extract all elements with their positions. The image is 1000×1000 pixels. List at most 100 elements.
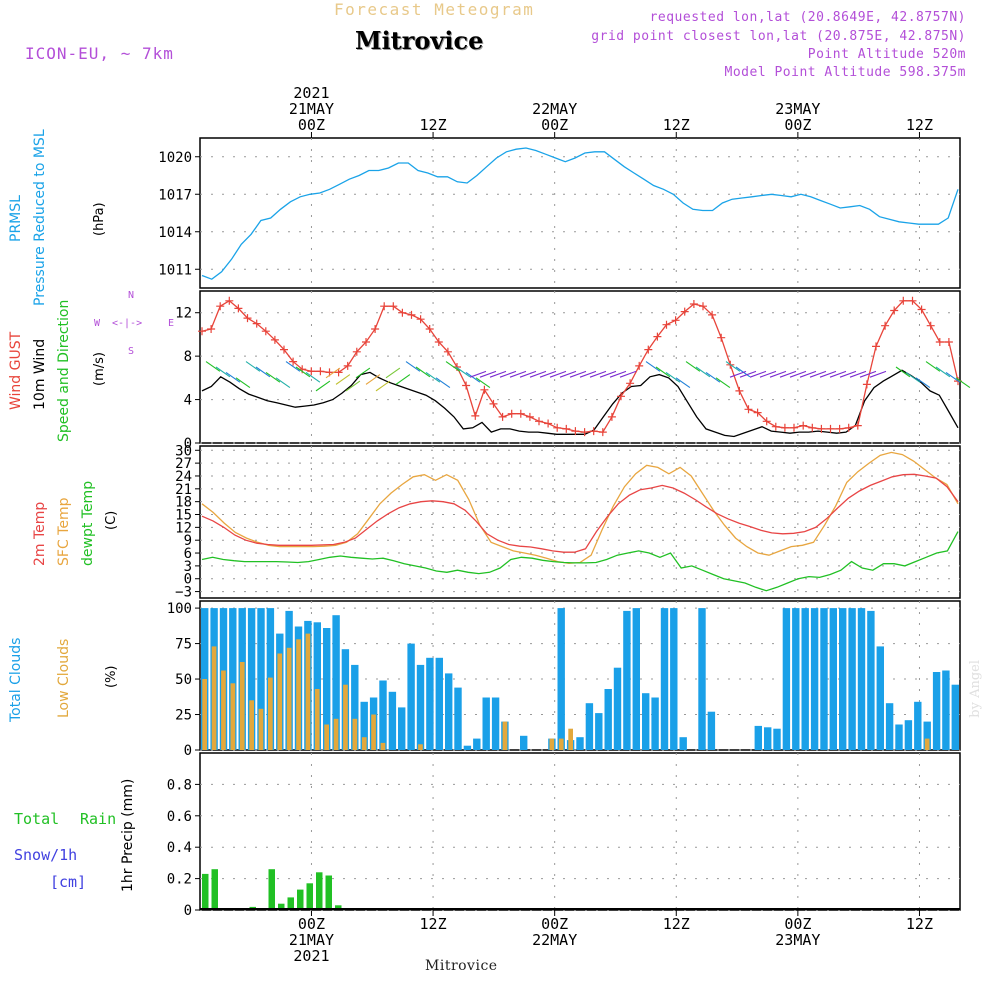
wind-direction-arrow (549, 370, 567, 378)
cloud-low-bar (258, 708, 264, 750)
xtick-label-bottom: 00Z (298, 915, 325, 933)
cloud-total-bar (398, 707, 406, 750)
ytick-label-temperature: 21 (175, 482, 192, 498)
wind-direction-arrow (869, 370, 887, 378)
wind-gust-marker (790, 423, 798, 432)
cloud-low-bar (286, 647, 292, 750)
cloud-total-bar (885, 703, 894, 750)
cloud-total-bar (388, 691, 397, 750)
label-snow-unit: [cm] (50, 873, 87, 891)
cloud-total-bar (313, 622, 321, 750)
cloud-total-bar (773, 728, 781, 750)
cloud-total-bar (379, 680, 387, 750)
wind-gust-marker (753, 408, 762, 417)
cloud-low-bar (418, 744, 423, 750)
wind-direction-arrow (245, 361, 261, 372)
wind-gust-marker (644, 345, 653, 354)
label-total-rain-2: Rain (80, 810, 117, 828)
cloud-total-bar (698, 608, 706, 750)
wind-gust-marker (844, 423, 853, 432)
wind-direction-arrow (215, 366, 231, 378)
wind-direction-arrow (275, 377, 291, 389)
wind-direction-arrow (819, 370, 837, 378)
cloud-low-bar (249, 700, 254, 750)
series-pressure (201, 147, 959, 280)
wind-gust-marker (708, 310, 717, 319)
wind-direction-arrow (579, 370, 597, 378)
wind-direction-arrow (315, 380, 331, 392)
xtick-label-bottom: 12Z (663, 915, 690, 933)
wind-gust-marker (252, 319, 261, 328)
wind-direction-arrow (415, 366, 431, 378)
wind-direction-arrow (915, 377, 931, 389)
wind-gust-marker (580, 428, 589, 437)
xtick-label-top: 12Z (663, 116, 690, 134)
series-sfc-temp (201, 451, 959, 564)
xtick-label-bottom: 12Z (420, 915, 447, 933)
ytick-label-precip: 0.2 (167, 872, 192, 888)
xtick-label-bottom: 12Z (906, 915, 933, 933)
wind-gust-marker (270, 335, 279, 344)
wind-gust-marker (653, 332, 662, 341)
wind-direction-arrow (799, 370, 817, 378)
cloud-total-bar (482, 697, 490, 750)
wind-gust-marker (280, 345, 288, 354)
cloud-total-bar (491, 697, 500, 750)
cloud-low-bar (502, 721, 508, 750)
rain-bar (202, 873, 209, 910)
wind-direction-arrow (465, 371, 481, 383)
ytick-label-temperature: 15 (175, 508, 192, 524)
wind-direction-arrow (859, 370, 877, 378)
compass-n: N (128, 290, 135, 301)
wind-direction-arrow (675, 377, 691, 389)
cloud-total-bar (867, 610, 875, 750)
wind-direction-arrow (265, 371, 281, 383)
wind-direction-arrow (395, 374, 411, 385)
wind-gust-marker (808, 423, 817, 432)
cloud-total-bar (473, 738, 481, 750)
wind-direction-arrow (435, 377, 451, 389)
cloud-total-bar (445, 673, 453, 750)
rain-bar (335, 905, 342, 910)
wind-direction-arrow (375, 380, 391, 392)
cloud-total-bar (323, 628, 331, 750)
wind-direction-arrow (365, 374, 381, 385)
rain-bar (297, 889, 304, 910)
cloud-low-bar (230, 683, 236, 750)
xtick-label-top: 2021 (293, 84, 329, 102)
ytick-label-temperature: 30 (175, 443, 192, 459)
wind-gust-marker (289, 357, 298, 366)
ytick-label-clouds: 100 (167, 601, 192, 617)
xtick-label-bottom: 23MAY (775, 931, 820, 949)
wind-direction-arrow (925, 361, 941, 372)
wind-direction-arrow (589, 370, 607, 378)
wind-gust-marker (207, 325, 216, 333)
cloud-total-bar (520, 735, 528, 750)
wind-direction-arrow (809, 370, 827, 378)
ytick-label-clouds: 0 (184, 743, 192, 759)
wind-direction-arrow (619, 370, 637, 378)
wind-gust-marker (316, 367, 325, 376)
cloud-low-bar (352, 718, 358, 750)
panel-frame-t (199, 445, 961, 599)
panel-frame-w (199, 290, 961, 444)
wind-direction-arrow (655, 366, 671, 378)
xtick-label-bottom: 22MAY (532, 931, 577, 949)
cloud-low-bar (361, 737, 367, 750)
xtick-label-top: 00Z (784, 116, 811, 134)
wind-gust-marker (817, 424, 826, 433)
rain-bar (211, 869, 218, 910)
cloud-total-bar (820, 608, 828, 750)
wind-gust-marker (626, 379, 635, 388)
wind-direction-arrow (385, 367, 401, 379)
wind-direction-arrow (945, 371, 961, 383)
wind-direction-arrow (205, 361, 221, 372)
compass-e: E (168, 318, 175, 329)
ytick-label-temperature: −3 (175, 585, 192, 601)
cloud-total-bar (810, 608, 819, 750)
wind-gust-marker (535, 417, 543, 426)
label-total-rain-1: Total (14, 810, 60, 828)
wind-gust-marker (480, 385, 489, 394)
ytick-label-pressure: 1011 (158, 262, 192, 278)
wind-direction-arrow (325, 367, 341, 379)
